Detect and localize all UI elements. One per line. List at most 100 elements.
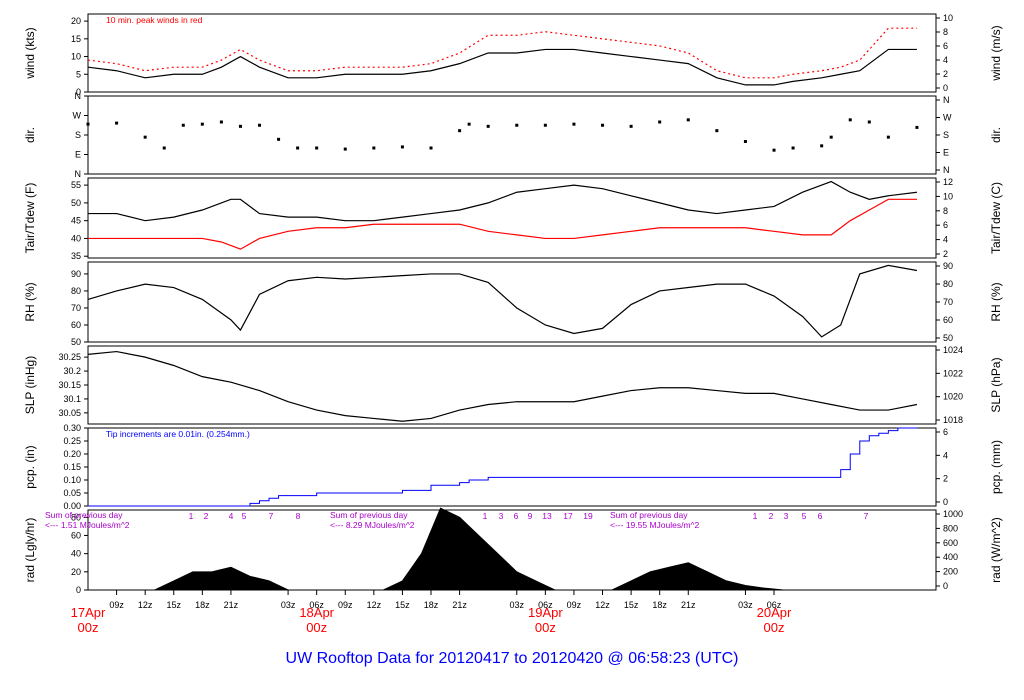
x-tick-label: 21z [224,600,239,610]
right-tick-label: 4 [943,235,948,245]
x-tick-label: 15z [624,600,639,610]
x-tick-label: 18z [424,600,439,610]
x-tick-label: 06z [309,600,324,610]
y-tick-label: 0.30 [63,423,81,433]
right-tick-label: 400 [943,552,958,562]
x-tick-label: 21z [681,600,696,610]
wind-line [87,48,917,86]
data-point [219,120,223,124]
right-tick-label: 0 [943,497,948,507]
y-tick-label: 50 [71,198,81,208]
y-tick-label: 45 [71,216,81,226]
y-tick-label: 40 [71,549,81,559]
data-point [715,129,719,133]
x-tick-label: 03z [281,600,296,610]
x-tick-label: 12z [138,600,153,610]
y-tick-label: 10 [71,52,81,62]
data-point [296,146,300,150]
data-point [86,122,90,126]
right-tick-label: 8 [943,206,948,216]
right-tick-label: E [943,148,949,158]
y-axis-title: SLP (inHg) [23,356,37,414]
panel-frame [87,261,937,343]
y-tick-label: 40 [71,233,81,243]
right-tick-label: 10 [943,191,953,201]
right-tick-label: 1018 [943,415,963,425]
hour-mark: 4 [229,511,234,521]
daily-sum-label: Sum of previous day [45,510,123,520]
data-point [429,146,433,150]
data-point [143,135,147,139]
y-axis-title-right: rad (W/m^2) [989,517,1003,583]
hour-mark: 5 [802,511,807,521]
right-tick-label: 0 [943,581,948,591]
right-tick-label: 6 [943,220,948,230]
hour-mark: 2 [204,511,209,521]
date-time-label: 00z [535,620,556,635]
tdew-line [88,198,917,250]
rh-line [87,264,918,338]
precip-line [88,427,917,507]
y-axis-title-right: SLP (hPa) [989,357,1003,412]
x-tick-label: 06z [767,600,782,610]
y-tick-label: 0.00 [63,501,81,511]
hour-mark: 13 [542,511,552,521]
slp-line [87,350,918,422]
right-tick-label: 50 [943,333,953,343]
y-tick-label: 80 [71,512,81,522]
date-label: 20Apr [757,605,792,620]
data-point [572,122,576,126]
y-axis-title: RH (%) [23,282,37,321]
y-tick-label: 80 [71,286,81,296]
panel-pcp: 0.00 0.05 0.10 0.15 0.20 0.25 0.30 0 2 4 6 pcp. (in… [23,423,1003,511]
right-tick-label: 6 [943,41,948,51]
y-tick-label: 0.25 [63,436,81,446]
hour-mark: 2 [769,511,774,521]
right-tick-label: 1020 [943,392,963,402]
y-tick-label: 30.15 [58,380,81,390]
data-point [743,140,747,143]
tair-line [88,180,918,222]
right-tick-label: 4 [943,55,948,65]
hour-mark: 1 [189,511,194,521]
y-tick-label: 90 [71,269,81,279]
data-point [915,125,919,129]
y-tick-label: 30.25 [58,352,81,362]
data-point [458,129,462,133]
right-tick-label: 70 [943,297,953,307]
date-time-label: 00z [306,620,327,635]
radiation-area [154,507,784,591]
hour-mark: 7 [269,511,274,521]
hour-mark: 9 [528,511,533,521]
y-tick-label: 30.2 [63,366,81,376]
right-tick-label: 60 [943,315,953,325]
data-point [686,118,690,122]
panel-temp: 35 40 45 50 55 2 4 6 8 10 12 Tair/Tdew (F) Tair/Tdew… [23,177,1003,261]
y-axis-title-right: Tair/Tdew (C) [989,182,1003,254]
date-label: 19Apr [528,605,563,620]
right-tick-label: 6 [943,427,948,437]
date-label: 17Apr [71,605,106,620]
y-tick-label: 0.05 [63,488,81,498]
daily-sum-value: <--- 19.55 MJoules/m^2 [610,520,700,530]
x-tick-label: 09z [109,600,124,610]
data-point [820,144,824,148]
y-tick-label: 70 [71,303,81,313]
data-point [515,123,519,127]
data-point [277,137,281,141]
x-tick-label: 09z [567,600,582,610]
panel-frame [87,13,937,93]
y-tick-label: N [75,91,82,101]
data-point [791,146,795,150]
y-axis-title: Tair/Tdew (F) [23,183,37,254]
hour-mark: 3 [784,511,789,521]
right-tick-label: N [943,165,950,175]
y-tick-label: 30.05 [58,408,81,418]
y-tick-label: 0.20 [63,449,81,459]
hour-mark: 8 [296,511,301,521]
data-point [543,123,547,127]
hour-mark: 7 [864,511,869,521]
right-tick-label: W [943,113,952,123]
